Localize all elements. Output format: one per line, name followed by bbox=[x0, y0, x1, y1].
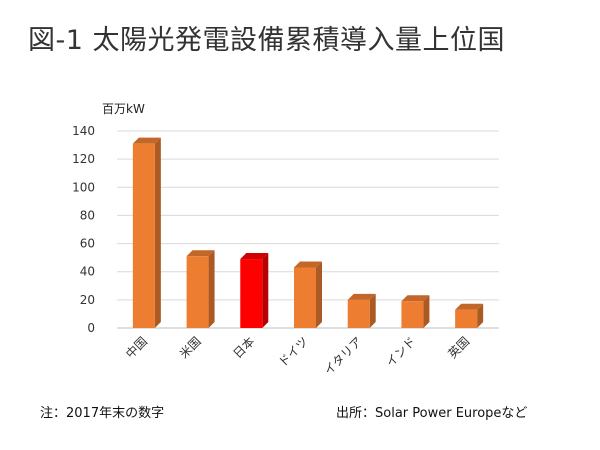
y-tick-label: 100 bbox=[72, 180, 95, 194]
bar-side bbox=[369, 293, 376, 328]
bar bbox=[347, 293, 376, 328]
bar-front bbox=[401, 301, 424, 328]
bar bbox=[132, 137, 161, 328]
bar-top bbox=[401, 295, 430, 302]
bar-front bbox=[294, 267, 316, 328]
bar-top bbox=[132, 137, 161, 144]
x-category-label: ドイツ bbox=[276, 334, 311, 369]
y-tick-label: 0 bbox=[87, 321, 95, 335]
bar bbox=[186, 250, 215, 328]
y-tick-label: 80 bbox=[80, 208, 95, 222]
y-axis-unit-label: 百万kW bbox=[102, 102, 145, 116]
y-tick-label: 20 bbox=[80, 293, 95, 307]
bar-front bbox=[132, 143, 155, 328]
footnote-note: 注：2017年末の数字 bbox=[40, 406, 165, 421]
x-axis-labels: 中国 米国 日本 ドイツ イタリア インド 英国 bbox=[122, 334, 472, 378]
bar-front bbox=[455, 309, 478, 328]
x-category-label: 米国 bbox=[177, 334, 204, 361]
x-category-label: 英国 bbox=[445, 334, 472, 361]
bar-top bbox=[240, 253, 269, 260]
bar-side bbox=[154, 137, 161, 328]
bar-top bbox=[347, 293, 376, 300]
bar-front bbox=[347, 299, 370, 328]
y-axis-ticks: 0 20 40 60 80 100 120 140 bbox=[72, 124, 95, 335]
y-tick-label: 40 bbox=[80, 265, 95, 279]
x-category-label: 日本 bbox=[231, 334, 258, 361]
bar-front bbox=[240, 259, 263, 328]
bar-side bbox=[262, 253, 269, 328]
y-tick-label: 140 bbox=[72, 124, 95, 138]
bar bbox=[401, 295, 430, 328]
bar-top bbox=[294, 261, 322, 268]
bar bbox=[240, 253, 269, 328]
bar-side bbox=[477, 303, 484, 328]
x-category-label: 中国 bbox=[122, 334, 150, 362]
bar bbox=[455, 303, 484, 328]
x-category-label: イタリア bbox=[321, 334, 365, 378]
bar bbox=[294, 261, 322, 328]
chart-title: 図-1 太陽光発電設備累積導入量上位国 bbox=[28, 25, 506, 56]
bar-side bbox=[316, 261, 322, 328]
bar-top bbox=[186, 250, 215, 257]
x-category-label: インド bbox=[383, 334, 418, 369]
bar-top bbox=[455, 303, 484, 310]
y-tick-label: 120 bbox=[72, 152, 95, 166]
bar-side bbox=[208, 250, 215, 328]
bars bbox=[132, 137, 484, 328]
y-tick-label: 60 bbox=[80, 237, 95, 251]
footnote-source: 出所：Solar Power Europeなど bbox=[336, 406, 528, 421]
bar-front bbox=[186, 256, 209, 328]
bar-side bbox=[423, 295, 430, 328]
